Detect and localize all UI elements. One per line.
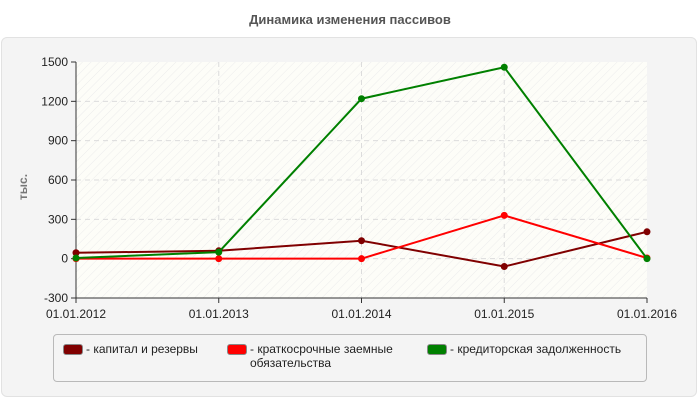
data-point[interactable] [643,255,651,263]
x-tick-label: 01.01.2013 [189,307,249,321]
y-tick-label: 600 [48,173,68,187]
legend-label: - капитал и резервы [86,342,198,356]
y-tick-label: 1500 [41,55,68,69]
data-point[interactable] [500,63,508,71]
x-tick-label: 01.01.2014 [331,307,391,321]
y-tick-label: -300 [44,291,68,305]
legend-swatch-capital [63,344,83,355]
x-tick-label: 01.01.2012 [46,307,106,321]
x-axis-ticks: 01.01.2012 01.01.2013 01.01.2014 01.01.2015… [46,298,677,321]
y-axis-label: тыс. [16,173,30,201]
y-axis-ticks: -300 0 300 600 900 1200 1500 [41,55,76,305]
data-point[interactable] [358,95,365,103]
data-point[interactable] [500,211,508,219]
y-tick-label: 1200 [41,94,68,108]
legend-label: - краткосрочные заемные обязательства [250,342,393,370]
data-point[interactable] [215,255,223,263]
legend-item-capital[interactable]: - капитал и резервы [63,342,198,356]
legend-item-short-term-loans[interactable]: - краткосрочные заемные обязательства [227,342,397,370]
x-tick-label: 01.01.2016 [617,307,677,321]
data-point[interactable] [72,249,80,257]
legend: - капитал и резервы - краткосрочные заем… [53,334,647,382]
data-point[interactable] [358,237,365,245]
chart-title: Динамика изменения пассивов [249,12,451,27]
legend-swatch-payables [427,344,447,355]
data-point[interactable] [358,255,365,263]
y-tick-label: 0 [61,252,68,266]
legend-item-payables[interactable]: - кредиторская задолженность [427,342,621,356]
y-tick-label: 300 [48,212,68,226]
legend-label: - кредиторская задолженность [450,342,622,356]
series-lines [72,63,651,271]
series-2 [72,63,651,263]
legend-swatch-short-term-loans [227,344,247,355]
data-point[interactable] [215,248,223,256]
data-point[interactable] [500,263,508,271]
x-tick-label: 01.01.2015 [474,307,534,321]
y-tick-label: 900 [48,134,68,148]
data-point[interactable] [643,228,651,236]
data-point[interactable] [72,254,80,262]
